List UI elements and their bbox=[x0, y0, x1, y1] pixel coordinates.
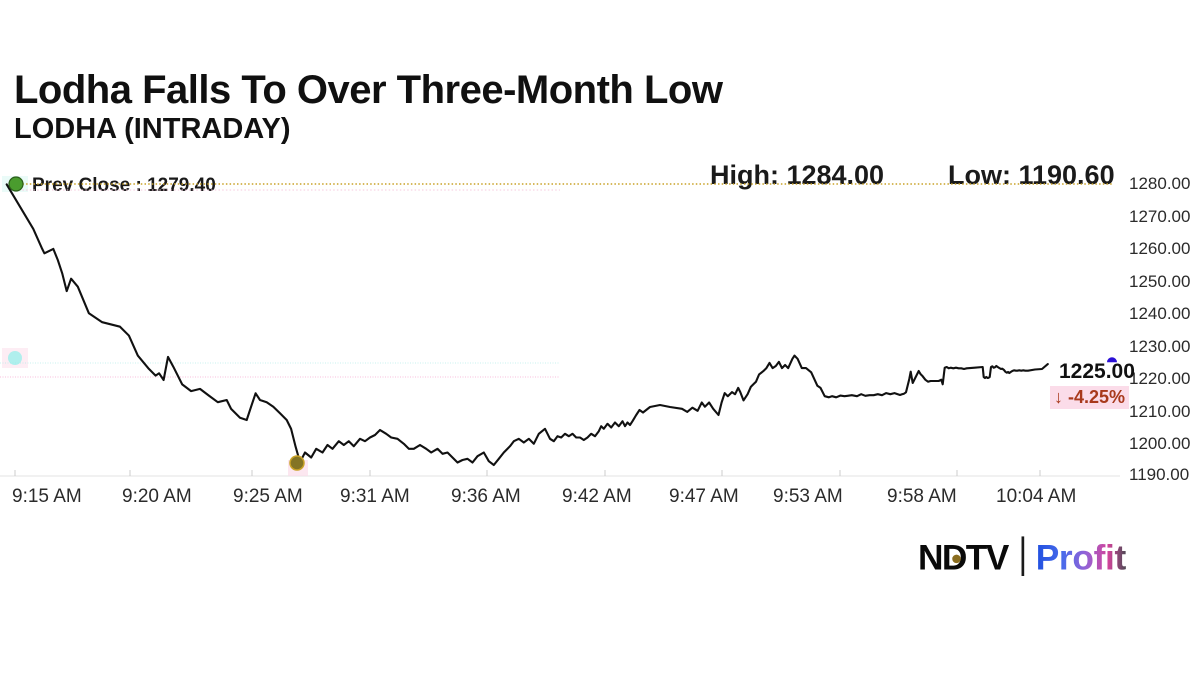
svg-text:NDTV: NDTV bbox=[918, 539, 1010, 578]
svg-text:Profit: Profit bbox=[1036, 539, 1127, 578]
